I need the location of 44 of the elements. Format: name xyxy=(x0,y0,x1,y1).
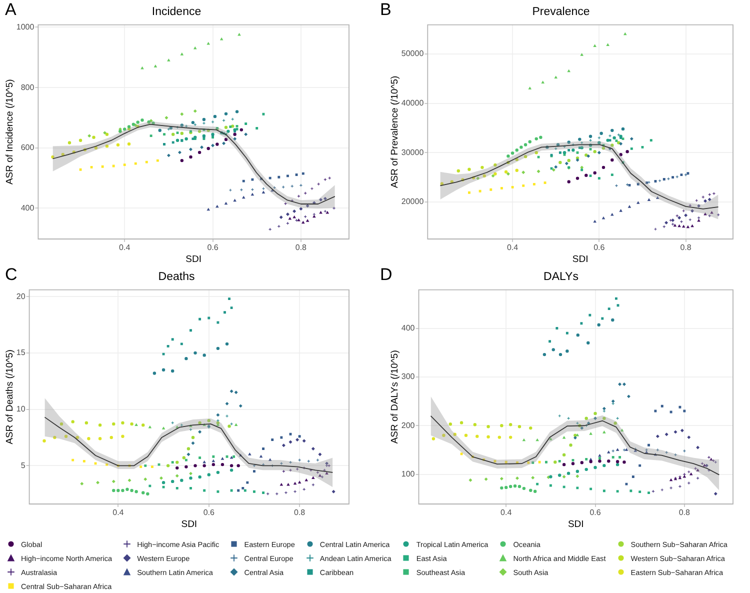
chart-title: DALYs xyxy=(544,271,579,284)
x-tick-label: 0.4 xyxy=(506,243,519,252)
chart-title: Incidence xyxy=(152,6,202,18)
x-tick-label: 0.6 xyxy=(590,508,602,518)
x-axis-title: SDI xyxy=(568,518,584,530)
x-tick-label: 0.6 xyxy=(203,508,215,518)
y-tick-label: 800 xyxy=(20,82,35,92)
x-tick-label: 0.6 xyxy=(207,243,219,252)
y-tick-label: 40000 xyxy=(401,98,424,108)
y-tick-label: 20 xyxy=(16,292,26,301)
x-axis-title: SDI xyxy=(186,254,202,265)
text: C xyxy=(5,265,18,284)
y-tick-label: 5 xyxy=(20,460,26,470)
text: B xyxy=(380,0,392,20)
x-tick-label: 0.8 xyxy=(678,508,691,518)
x-tick-label: 0.6 xyxy=(594,243,606,252)
y-tick-label: 200 xyxy=(401,420,416,430)
x-tick-label: 0.8 xyxy=(680,243,692,252)
y-tick-label: 15 xyxy=(16,348,26,358)
y-tick-label: 30000 xyxy=(401,148,424,157)
x-axis-title: SDI xyxy=(181,518,198,530)
chart-title: Deaths xyxy=(158,271,195,284)
y-tick-label: 50000 xyxy=(401,49,424,58)
x-tick-label: 0.4 xyxy=(119,243,131,252)
y-tick-label: 300 xyxy=(401,372,416,382)
y-tick-label: 20000 xyxy=(401,197,424,206)
y-axis-title: ASR of Incidence (/10^5) xyxy=(4,79,16,185)
x-tick-label: 0.8 xyxy=(295,243,308,252)
x-tick-label: 0.4 xyxy=(112,508,124,518)
x-tick-label: 0.8 xyxy=(294,508,306,518)
y-tick-label: 400 xyxy=(401,323,416,332)
y-axis-title: ASR of DALYs (/10^5) xyxy=(389,350,400,444)
y-axis-title: ASR of Deaths (/10^5) xyxy=(4,350,16,444)
x-axis-title: SDI xyxy=(572,254,588,265)
y-axis-title: ASR of Prevalence (/10^5) xyxy=(389,76,400,188)
chart-title: Prevalence xyxy=(532,6,590,18)
x-tick-label: 0.4 xyxy=(500,508,512,518)
y-tick-label: 10 xyxy=(16,404,26,414)
y-tick-label: 400 xyxy=(20,203,35,212)
y-tick-label: 600 xyxy=(20,143,35,152)
text: A xyxy=(5,0,17,20)
y-tick-label: 1000 xyxy=(16,22,35,32)
y-tick-label: 100 xyxy=(401,470,416,479)
text: D xyxy=(380,265,392,284)
